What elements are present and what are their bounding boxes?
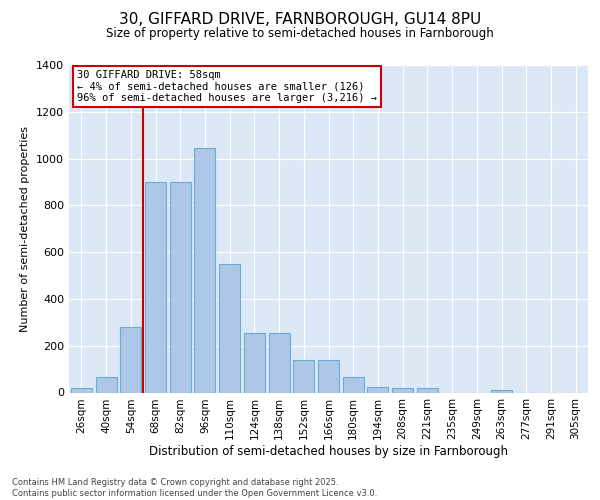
- Y-axis label: Number of semi-detached properties: Number of semi-detached properties: [20, 126, 31, 332]
- Bar: [343, 378, 364, 392]
- Bar: [367, 386, 388, 392]
- Bar: [293, 360, 314, 392]
- Bar: [145, 182, 166, 392]
- Bar: [120, 327, 141, 392]
- Bar: [269, 333, 290, 392]
- Bar: [95, 378, 116, 392]
- Bar: [244, 333, 265, 392]
- X-axis label: Distribution of semi-detached houses by size in Farnborough: Distribution of semi-detached houses by …: [149, 445, 508, 458]
- Bar: [170, 182, 191, 392]
- Text: Size of property relative to semi-detached houses in Farnborough: Size of property relative to semi-detach…: [106, 28, 494, 40]
- Bar: [318, 360, 339, 392]
- Bar: [194, 148, 215, 392]
- Text: Contains HM Land Registry data © Crown copyright and database right 2025.
Contai: Contains HM Land Registry data © Crown c…: [12, 478, 377, 498]
- Bar: [491, 390, 512, 392]
- Text: 30 GIFFARD DRIVE: 58sqm
← 4% of semi-detached houses are smaller (126)
96% of se: 30 GIFFARD DRIVE: 58sqm ← 4% of semi-det…: [77, 70, 377, 103]
- Bar: [417, 388, 438, 392]
- Text: 30, GIFFARD DRIVE, FARNBOROUGH, GU14 8PU: 30, GIFFARD DRIVE, FARNBOROUGH, GU14 8PU: [119, 12, 481, 28]
- Bar: [392, 388, 413, 392]
- Bar: [219, 264, 240, 392]
- Bar: [71, 388, 92, 392]
